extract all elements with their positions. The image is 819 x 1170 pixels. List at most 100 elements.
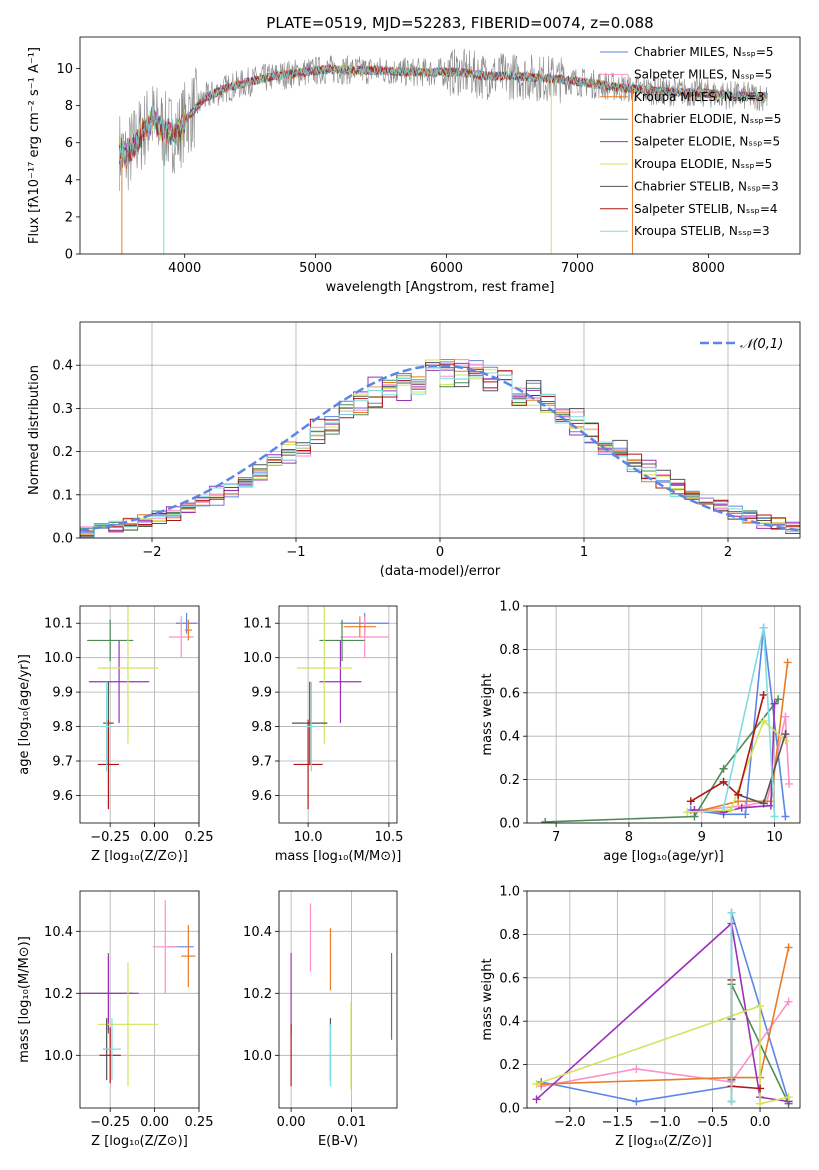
axes-frame bbox=[526, 890, 801, 1109]
panel-age_vs_mass: 10.0 10.5 9.6 9.7 9.8 9.9 10.0 10.1 mass [log₁₀(… bbox=[243, 605, 403, 864]
weight-point bbox=[683, 808, 692, 817]
plot-area bbox=[290, 903, 393, 1090]
weight-line bbox=[694, 662, 789, 813]
axes-frame bbox=[526, 605, 801, 824]
plot-area bbox=[291, 606, 389, 810]
weight-point bbox=[719, 803, 728, 812]
axes-frame bbox=[79, 605, 200, 824]
y-tick-label: 9.6 bbox=[251, 789, 272, 804]
y-tick-label: 10.0 bbox=[243, 1049, 272, 1064]
y-tick-label: 10.2 bbox=[44, 987, 73, 1002]
y-axis-label: age [log₁₀(age/yr)] bbox=[17, 654, 32, 775]
weight-point bbox=[726, 805, 735, 814]
x-axis-label: age [log₁₀(age/yr)] bbox=[603, 849, 724, 864]
legend-entry: 𝒩(0,1) bbox=[740, 337, 783, 352]
weight-line bbox=[536, 1004, 789, 1105]
legend-entry: Chabrier MILES, Nₛₛₚ=5 bbox=[634, 45, 774, 59]
weight-point bbox=[756, 1084, 765, 1093]
y-tick-label: 10.2 bbox=[243, 987, 272, 1002]
x-tick-label: 0.01 bbox=[337, 1115, 366, 1130]
y-tick-label: 1.0 bbox=[499, 885, 520, 900]
weight-line bbox=[690, 694, 765, 802]
y-tick-label: 0.0 bbox=[499, 1102, 520, 1117]
x-tick-label: −1 bbox=[286, 545, 305, 560]
y-tick-label: 0.3 bbox=[52, 402, 73, 417]
y-tick-label: 0.0 bbox=[499, 817, 520, 832]
x-tick-label: −1.0 bbox=[649, 1115, 681, 1130]
legend-entry: Salpeter STELIB, Nₛₛₚ=4 bbox=[634, 202, 778, 216]
legend-entry: Chabrier STELIB, Nₛₛₚ=3 bbox=[634, 179, 779, 193]
chart-title: PLATE=0519, MJD=52283, FIBERID=0074, z=0… bbox=[266, 14, 653, 32]
y-tick-label: 1.0 bbox=[499, 600, 520, 615]
y-tick-label: 0.2 bbox=[499, 773, 520, 788]
weight-point bbox=[719, 777, 728, 786]
axes-frame bbox=[278, 605, 398, 824]
x-axis-label: Z [log₁₀(Z/Z⊙)] bbox=[91, 1134, 188, 1149]
y-tick-label: 0.8 bbox=[499, 928, 520, 943]
plot-area bbox=[541, 623, 794, 823]
weight-point bbox=[686, 797, 695, 806]
x-axis-label: (data-model)/error bbox=[380, 564, 501, 579]
y-tick-label: 10.0 bbox=[44, 651, 73, 666]
y-axis-label: mass [log₁₀(M/M⊙)] bbox=[17, 936, 32, 1063]
x-tick-label: 8000 bbox=[692, 261, 725, 276]
weight-point bbox=[737, 803, 746, 812]
weight-point bbox=[783, 658, 792, 667]
y-tick-label: 10.4 bbox=[44, 925, 73, 940]
weight-point bbox=[759, 690, 768, 699]
weight-point bbox=[632, 1064, 641, 1073]
x-tick-label: 0.00 bbox=[140, 830, 169, 845]
x-axis-label: mass [log₁₀(M/M⊙)] bbox=[275, 849, 402, 864]
y-tick-label: 0 bbox=[65, 248, 73, 263]
x-tick-label: 0.00 bbox=[140, 1115, 169, 1130]
y-tick-label: 10.4 bbox=[243, 925, 272, 940]
panel-weight_vs_Z: −2.0 −1.5 −1.0 −0.5 0.0 0.0 0.2 0.4 0.6 0.8 1.0 Z [… bbox=[480, 885, 801, 1149]
y-tick-label: 0.4 bbox=[499, 1015, 520, 1030]
legend-entry: Kroupa ELODIE, Nₛₛₚ=5 bbox=[634, 157, 772, 171]
weight-point bbox=[781, 812, 790, 821]
model-spectrum-line bbox=[118, 65, 768, 167]
y-tick-label: 0.6 bbox=[499, 686, 520, 701]
panel-residuals: −2 −1 0 1 2 0.0 0.1 0.2 0.3 0.4 (data-model)/error… bbox=[27, 321, 801, 579]
weight-point bbox=[532, 1080, 541, 1089]
weight-point bbox=[770, 812, 779, 821]
y-axis-label: Normed distribution bbox=[27, 365, 42, 495]
axes-frame bbox=[79, 36, 801, 255]
observed-spectrum-line bbox=[119, 48, 768, 191]
panel-weight_vs_age: 7 8 9 10 0.0 0.2 0.4 0.6 0.8 1.0 age [log₁₀(age/yr… bbox=[480, 600, 801, 864]
x-tick-label: 1 bbox=[580, 545, 588, 560]
x-tick-label: −2.0 bbox=[554, 1115, 586, 1130]
weight-point bbox=[785, 779, 794, 788]
plot-area bbox=[532, 908, 793, 1108]
y-tick-label: 0.4 bbox=[499, 730, 520, 745]
legend-entry: Salpeter ELODIE, Nₛₛₚ=5 bbox=[634, 135, 780, 149]
y-tick-label: 0.6 bbox=[499, 971, 520, 986]
x-axis-label: Z [log₁₀(Z/Z⊙)] bbox=[91, 849, 188, 864]
y-tick-label: 9.8 bbox=[52, 720, 73, 735]
legend-entry: Kroupa MILES, Nₛₛₚ=3 bbox=[634, 90, 764, 104]
y-tick-label: 0.8 bbox=[499, 643, 520, 658]
weight-point bbox=[734, 790, 743, 799]
plot-area bbox=[80, 900, 196, 1087]
y-tick-label: 9.8 bbox=[251, 720, 272, 735]
x-tick-label: −0.25 bbox=[90, 1115, 130, 1130]
x-tick-label: 7 bbox=[552, 830, 560, 845]
x-tick-label: 10.0 bbox=[294, 830, 323, 845]
y-tick-label: 10.1 bbox=[44, 617, 73, 632]
x-tick-label: 6000 bbox=[430, 261, 463, 276]
residual-histogram bbox=[80, 367, 800, 538]
weight-point bbox=[741, 810, 750, 819]
x-tick-label: 4000 bbox=[168, 261, 201, 276]
axes-frame bbox=[79, 890, 200, 1109]
x-tick-label: −2 bbox=[142, 545, 161, 560]
weight-line bbox=[545, 698, 779, 823]
y-tick-label: 10 bbox=[56, 62, 73, 77]
weight-point bbox=[727, 1097, 736, 1106]
weight-point bbox=[759, 799, 768, 808]
panel-mass_vs_Z: −0.25 0.00 0.25 10.0 10.2 10.4 Z [log₁₀(Z/Z⊙)]… bbox=[17, 890, 213, 1149]
plot-area bbox=[87, 606, 198, 810]
legend-entry: Chabrier ELODIE, Nₛₛₚ=5 bbox=[634, 112, 781, 126]
legend-entry: Salpeter MILES, Nₛₛₚ=5 bbox=[634, 67, 772, 81]
x-axis-label: wavelength [Angstrom, rest frame] bbox=[326, 280, 555, 295]
y-tick-label: 4 bbox=[65, 173, 73, 188]
